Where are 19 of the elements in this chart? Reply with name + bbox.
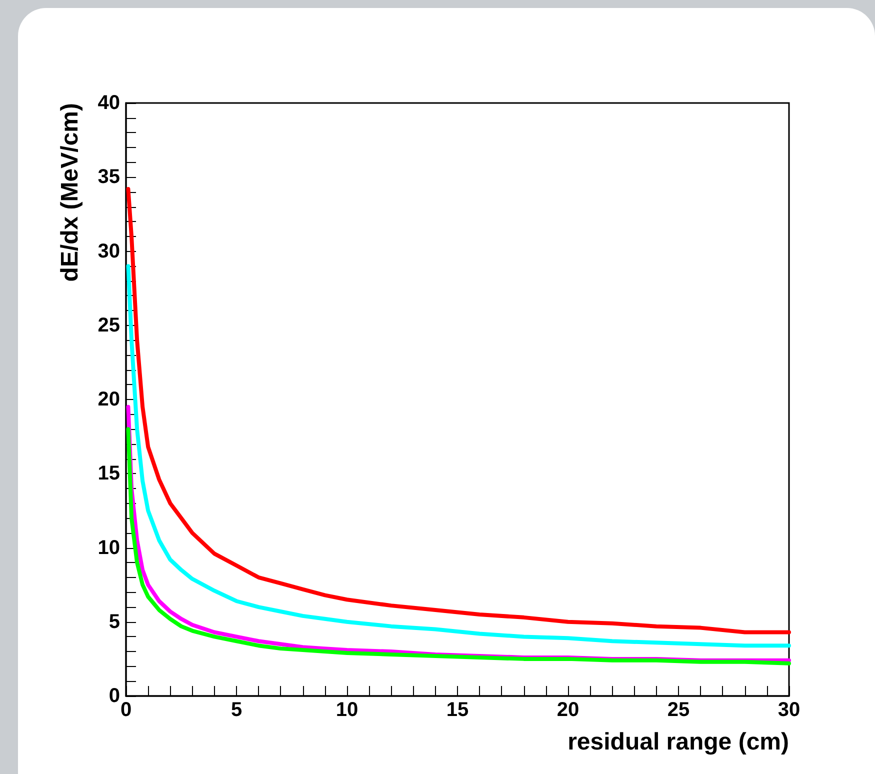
x-tick-label: 20 [556,699,580,721]
y-tick-label: 0 [108,685,120,707]
y-tick-label: 15 [98,462,120,485]
y-tick-label: 5 [108,610,120,633]
y-tick-label: 35 [98,166,120,188]
y-tick-label: 20 [98,388,120,410]
y-tick-label: 30 [98,240,120,262]
x-tick-label: 15 [446,699,469,721]
y-tick-label: 40 [98,92,120,114]
line-series [126,264,791,648]
x-tick-label: 5 [230,699,242,721]
y-tick-label: 25 [98,314,120,336]
line-series [126,186,791,634]
x-tick-label: 25 [667,699,690,721]
y-tick-label: 10 [98,536,120,559]
x-tick-label: 30 [778,699,800,721]
y-axis-title: dE/dx (MeV/cm) [56,103,84,282]
x-axis-title: residual range (cm) [568,728,789,756]
x-tick-label: 10 [336,699,358,721]
